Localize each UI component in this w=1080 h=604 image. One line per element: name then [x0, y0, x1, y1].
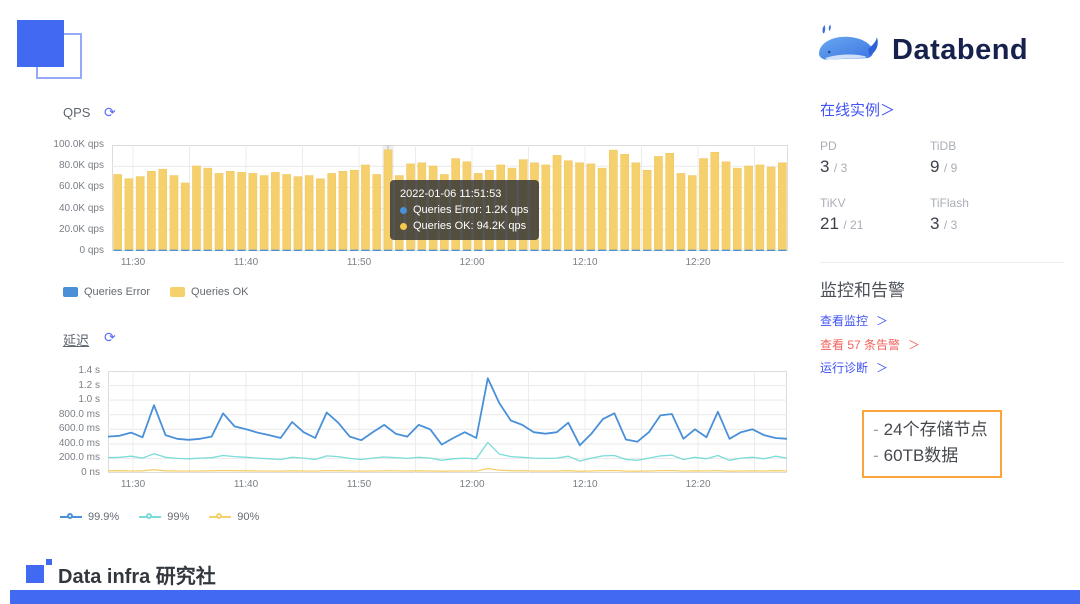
chevron-right-icon: ＞: [908, 338, 921, 352]
instance-label-tiflash: TiFlash: [930, 196, 969, 210]
axis-tick-label: 12:20: [685, 257, 711, 268]
run-diagnostics-link[interactable]: 运行诊断＞: [820, 361, 889, 375]
axis-tick-label: 40.0K qps: [58, 202, 104, 214]
queries-ok-dot-icon: [400, 222, 407, 230]
axis-tick-label: 11:40: [233, 257, 259, 268]
callout-line: -60TB数据: [873, 446, 959, 465]
instance-value-tiflash: 3 / 3: [930, 214, 958, 233]
brand-logo: Databend: [816, 24, 1028, 76]
alerts-heading: 监控和告警: [820, 281, 905, 300]
tooltip-row: Queries Error: 1.2K qps: [400, 202, 529, 218]
chevron-right-icon: ＞: [880, 102, 896, 119]
legend-label: Queries Error: [84, 286, 151, 298]
axis-tick-label: 60.0K qps: [58, 181, 104, 193]
latency-panel-title: 延迟: [63, 333, 90, 348]
view-alerts-link[interactable]: 查看 57 条告警＞: [820, 338, 921, 352]
p90-line-marker: [209, 512, 232, 522]
legend-label: Queries OK: [191, 286, 249, 298]
sidebar-divider: [820, 262, 1064, 263]
axis-tick-label: 1.2 s: [78, 379, 100, 391]
chevron-right-icon: ＞: [876, 314, 889, 328]
axis-tick-label: 11:30: [120, 479, 146, 490]
qps-panel-title: QPS: [63, 105, 91, 120]
qps-legend: Queries Error Queries OK: [63, 286, 249, 298]
online-instances-link[interactable]: 在线实例＞: [820, 99, 895, 120]
instance-label-tidb: TiDB: [930, 139, 957, 153]
axis-tick-label: 200.0 ms: [58, 452, 100, 464]
tooltip-text: Queries OK: 94.2K qps: [413, 220, 527, 232]
axis-tick-label: 100.0K qps: [53, 139, 104, 150]
legend-label: 99.9%: [88, 511, 120, 523]
legend-item-queries-ok[interactable]: Queries OK: [170, 286, 249, 298]
callout-line: -24个存储节点: [873, 420, 988, 439]
legend-item-p90[interactable]: 90%: [209, 511, 259, 523]
legend-item-p999[interactable]: 99.9%: [60, 511, 119, 523]
refresh-icon[interactable]: ⟳: [104, 104, 116, 120]
tooltip-timestamp: 2022-01-06 11:51:53: [400, 188, 502, 200]
axis-tick-label: 12:20: [685, 479, 711, 490]
p99-line-marker: [139, 512, 162, 522]
axis-tick-label: 12:00: [459, 479, 485, 490]
instance-value-pd: 3 / 3: [820, 157, 848, 176]
chevron-right-icon: ＞: [876, 361, 889, 375]
axis-tick-label: 1.0 s: [78, 394, 100, 406]
axis-tick-label: 0 ns: [81, 467, 100, 478]
whale-icon: [816, 24, 882, 76]
instance-label-tikv: TiKV: [820, 196, 846, 210]
queries-error-swatch: [63, 287, 78, 297]
refresh-icon[interactable]: ⟳: [104, 329, 116, 345]
tooltip-text: Queries Error: 1.2K qps: [413, 204, 529, 216]
axis-tick-label: 11:50: [346, 479, 372, 490]
online-instances-label: 在线实例: [820, 102, 881, 119]
tooltip-row: Queries OK: 94.2K qps: [400, 218, 529, 234]
instance-value-tikv: 21 / 21: [820, 214, 864, 233]
footer-logo-icon-accent: [46, 559, 52, 565]
axis-tick-label: 11:50: [346, 257, 372, 268]
queries-error-dot-icon: [400, 206, 407, 214]
axis-tick-label: 400.0 ms: [58, 437, 100, 449]
queries-ok-swatch: [170, 287, 186, 297]
footer-logo-icon: [26, 565, 44, 583]
p999-line-marker: [60, 512, 82, 522]
latency-legend: 99.9% 99% 90%: [60, 511, 259, 523]
axis-tick-label: 12:10: [572, 257, 598, 268]
bottom-accent-bar: [10, 590, 1080, 604]
axis-tick-label: 12:10: [572, 479, 598, 490]
axis-tick-label: 600.0 ms: [58, 423, 100, 435]
legend-label: 99%: [167, 511, 190, 523]
axis-tick-label: 12:00: [459, 257, 485, 268]
instance-label-pd: PD: [820, 139, 837, 153]
brand-name: Databend: [892, 33, 1029, 66]
legend-item-queries-error[interactable]: Queries Error: [63, 286, 150, 298]
chart-tooltip: 2022-01-06 11:51:53 Queries Error: 1.2K …: [390, 180, 539, 240]
axis-tick-label: 0 qps: [79, 245, 104, 256]
axis-tick-label: 11:40: [233, 479, 259, 490]
axis-tick-label: 80.0K qps: [58, 160, 104, 172]
axis-tick-label: 20.0K qps: [58, 223, 104, 235]
callout-box: -24个存储节点 -60TB数据: [862, 410, 1002, 478]
legend-label: 90%: [237, 511, 260, 523]
legend-item-p99[interactable]: 99%: [139, 511, 189, 523]
axis-tick-label: 1.4 s: [78, 365, 100, 376]
decorative-filled-square: [17, 20, 64, 67]
footer-brand: Data infra 研究社: [58, 566, 216, 588]
view-monitoring-link[interactable]: 查看监控＞: [820, 314, 889, 328]
instance-value-tidb: 9 / 9: [930, 157, 958, 176]
axis-tick-label: 11:30: [120, 257, 146, 268]
latency-line-chart[interactable]: [108, 371, 787, 473]
axis-tick-label: 800.0 ms: [58, 408, 100, 420]
